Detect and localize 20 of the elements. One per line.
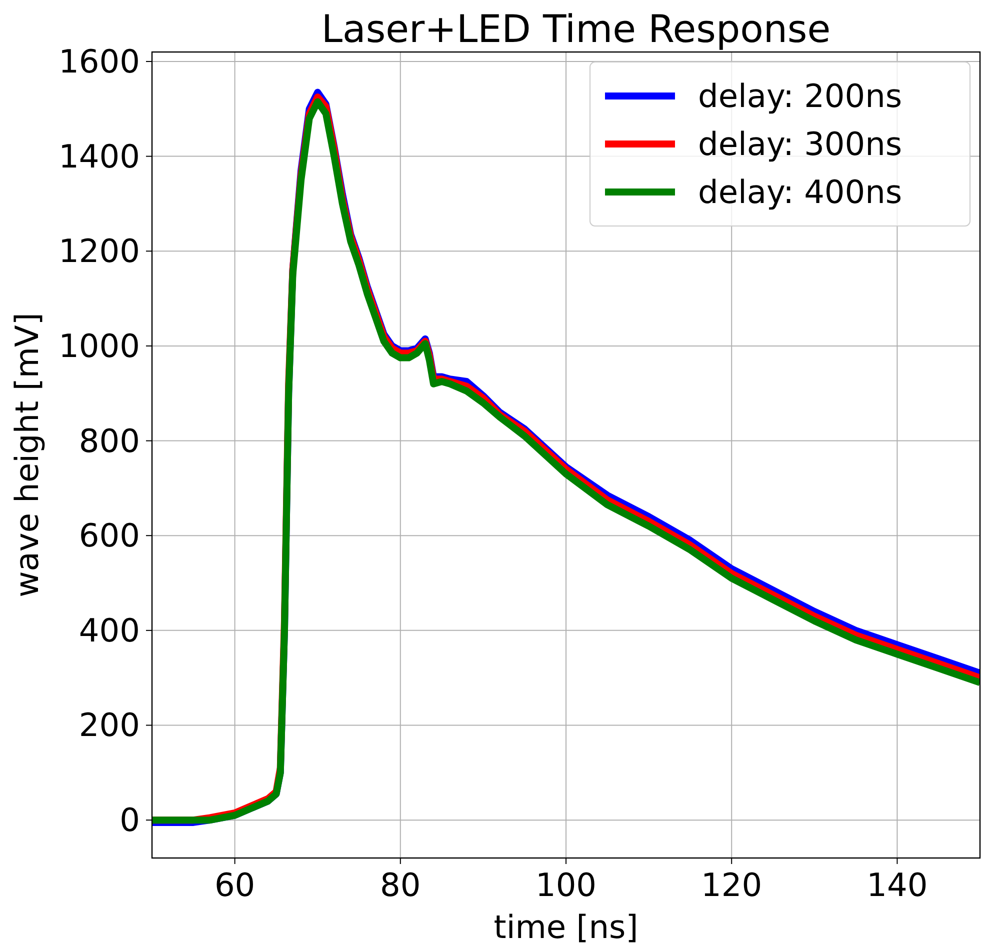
x-tick-label: 100: [535, 866, 597, 904]
y-axis-title: wave height [mV]: [8, 312, 46, 598]
y-tick-label: 600: [78, 516, 140, 555]
legend-label: delay: 300ns: [698, 125, 902, 163]
y-tick-label: 1200: [58, 232, 140, 270]
x-axis-title: time [ns]: [494, 908, 638, 946]
x-tick-label: 60: [214, 866, 256, 904]
y-tick-label: 1000: [58, 326, 140, 365]
y-tick-label: 800: [78, 422, 140, 460]
x-tick-label: 140: [866, 866, 928, 904]
y-tick-label: 1600: [58, 42, 140, 80]
x-tick-label: 120: [701, 866, 762, 904]
legend-label: delay: 400ns: [698, 173, 902, 211]
y-tick-label: 400: [78, 611, 140, 650]
y-tick-label: 0: [120, 801, 140, 840]
chart-title: Laser+LED Time Response: [321, 7, 831, 51]
x-tick-label: 80: [380, 866, 421, 904]
y-tick-label: 1400: [58, 137, 140, 176]
y-tick-label: 200: [78, 706, 140, 744]
legend-label: delay: 200ns: [698, 77, 902, 115]
